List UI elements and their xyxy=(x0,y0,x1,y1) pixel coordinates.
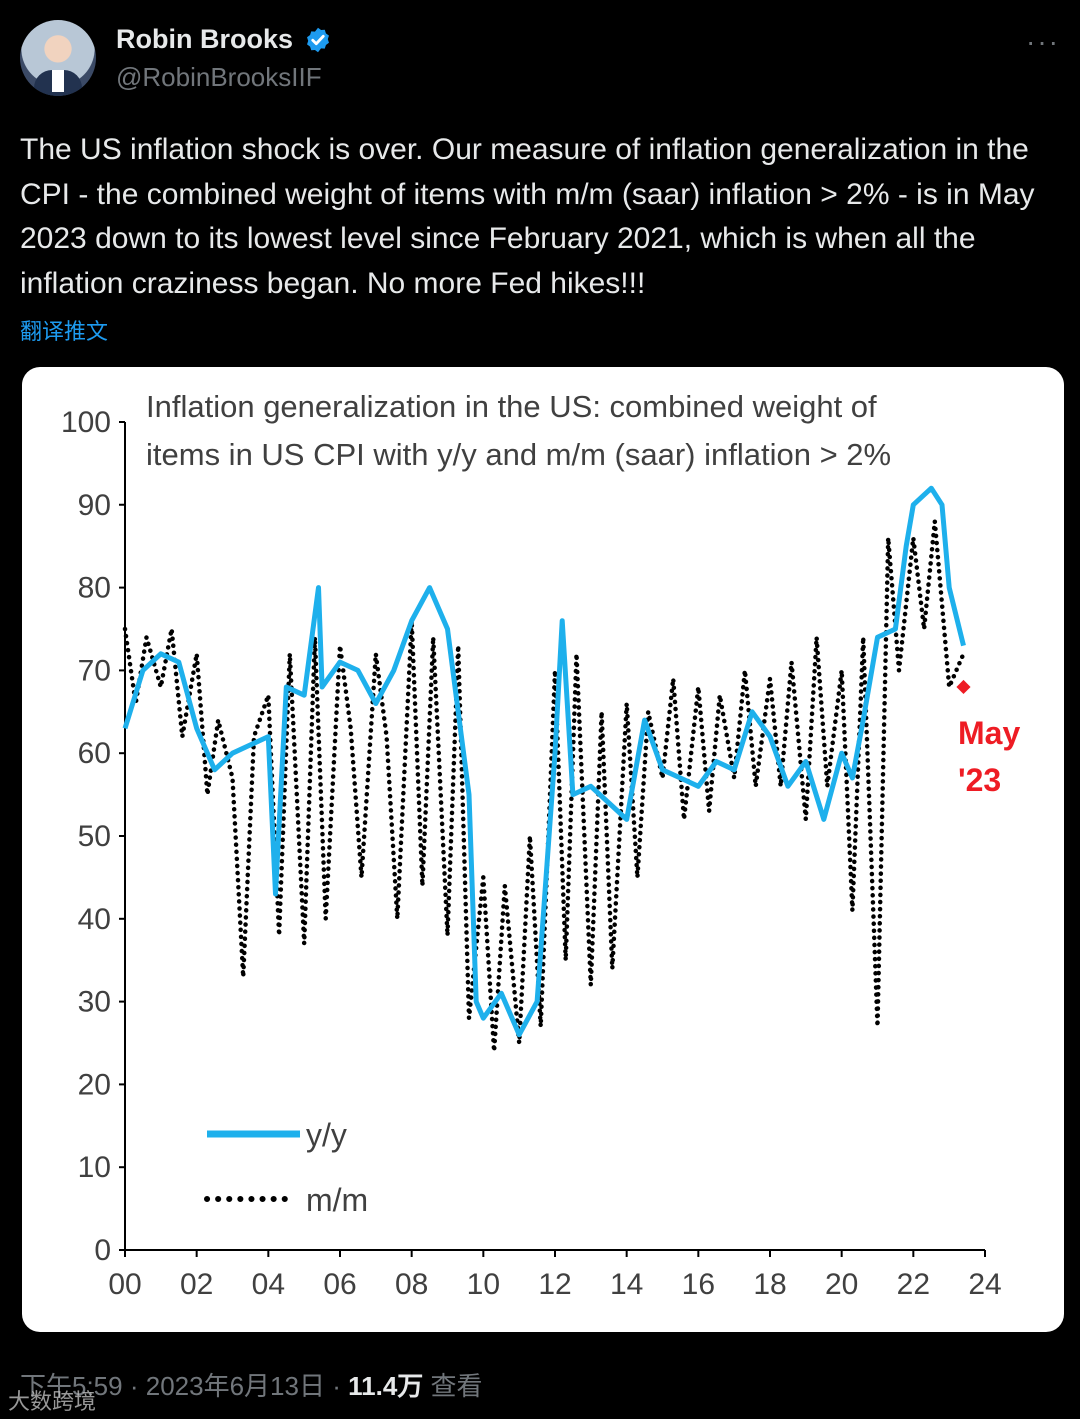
y-tick-label: 40 xyxy=(78,903,111,936)
x-tick-label: 18 xyxy=(753,1268,786,1301)
tweet-date[interactable]: 2023年6月13日 xyxy=(145,1371,325,1401)
x-tick-label: 14 xyxy=(610,1268,643,1301)
y-tick-label: 90 xyxy=(78,489,111,522)
series-mm-line xyxy=(122,519,966,1054)
series-yy-line xyxy=(122,485,966,1038)
tweet-header: Robin Brooks @RobinBrooksIIF ··· xyxy=(20,18,1060,98)
y-tick-label: 30 xyxy=(78,986,111,1019)
more-icon[interactable]: ··· xyxy=(1026,26,1060,57)
x-tick-label: 20 xyxy=(825,1268,858,1301)
y-tick-label: 80 xyxy=(78,572,111,605)
may23-marker xyxy=(956,679,971,695)
x-tick-label: 10 xyxy=(467,1268,500,1301)
x-tick-label: 02 xyxy=(180,1268,213,1301)
tweet-meta: 下午5:59 · 2023年6月13日 · 11.4万 查看 xyxy=(20,1366,483,1403)
tweet-text: The US inflation shock is over. Our meas… xyxy=(20,133,1035,300)
y-tick-label: 70 xyxy=(78,654,111,687)
views-count: 11.4万 xyxy=(348,1371,424,1401)
author-avatar[interactable] xyxy=(20,20,96,96)
x-tick-label: 16 xyxy=(682,1268,715,1301)
x-tick-label: 12 xyxy=(538,1268,571,1301)
author-name[interactable]: Robin Brooks xyxy=(116,24,294,54)
views-label: 查看 xyxy=(430,1371,483,1401)
x-tick-label: 04 xyxy=(252,1268,285,1301)
translate-link[interactable]: 翻译推文 xyxy=(20,319,109,344)
y-tick-label: 10 xyxy=(78,1151,111,1184)
chart-svg: 0 10 20 30 40 50 60 70 80 90 100 00 02 04 06 08 10 12 14 16… xyxy=(61,389,1021,1301)
verified-badge-icon xyxy=(307,27,329,53)
y-tick-label: 20 xyxy=(78,1068,111,1101)
author-handle[interactable]: @RobinBrooksIIF xyxy=(116,62,322,92)
verified-check xyxy=(311,34,325,46)
x-tick-label: 06 xyxy=(323,1268,356,1301)
chart-title-line1: Inflation generalization in the US: comb… xyxy=(146,389,877,424)
chart-title-line2: items in US CPI with y/y and m/m (saar) … xyxy=(146,437,891,472)
legend-mm-label: m/m xyxy=(306,1182,368,1218)
y-tick-label: 100 xyxy=(61,406,111,439)
watermark: 大数跨境 xyxy=(8,1389,97,1414)
x-tick-label: 24 xyxy=(968,1268,1001,1301)
x-tick-label: 00 xyxy=(108,1268,141,1301)
legend-yy-label: y/y xyxy=(306,1117,347,1153)
annotation-line2: '23 xyxy=(958,762,1001,798)
chart-image[interactable]: 0 10 20 30 40 50 60 70 80 90 100 00 02 04 06 08 10 12 14 16… xyxy=(22,367,1064,1332)
avatar-collar xyxy=(52,70,64,92)
meta-separator: · xyxy=(129,1371,139,1401)
x-tick-label: 22 xyxy=(897,1268,930,1301)
annotation-line1: May xyxy=(958,715,1020,751)
meta-separator-2: · xyxy=(332,1371,341,1401)
y-tick-label: 0 xyxy=(94,1234,111,1267)
y-tick-label: 50 xyxy=(78,820,111,853)
x-tick-label: 08 xyxy=(395,1268,428,1301)
tweet-time[interactable]: 下午5:59 xyxy=(20,1371,123,1401)
y-tick-label: 60 xyxy=(78,737,111,770)
